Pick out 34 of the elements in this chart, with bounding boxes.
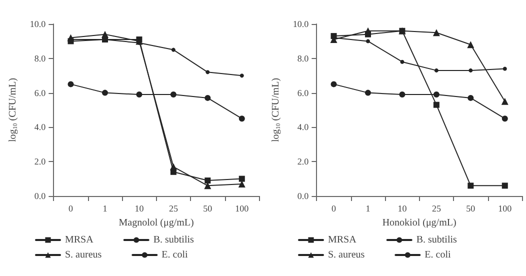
legend-label: MRSA	[65, 234, 94, 246]
x-tick-label: 10	[398, 204, 408, 214]
x-tick-label: 25	[168, 204, 178, 214]
y-tick-label: 0.0	[34, 191, 46, 201]
x-tick-label: 10	[134, 204, 144, 214]
y-tick-label: 6.0	[297, 88, 310, 98]
y-tick-label: 4.0	[34, 122, 46, 132]
y-tick-label: 0.0	[297, 191, 310, 201]
legend-label: B. subtilis	[153, 234, 194, 246]
legend-label: E. coli	[424, 250, 451, 260]
x-tick-label: 100	[498, 204, 512, 214]
x-tick-label: 100	[235, 204, 250, 214]
y-tick-label: 10.0	[30, 19, 46, 29]
legend-label: S. aureus	[328, 250, 365, 260]
y-tick-label: 8.0	[34, 53, 46, 64]
x-tick-label: 1	[366, 204, 370, 214]
x-tick-label: 1	[102, 204, 108, 214]
y-tick-label: 6.0	[34, 88, 46, 98]
x-axis-title: Magnolol (μg/mL)	[118, 218, 194, 228]
legend-label: S. aureus	[65, 250, 102, 260]
y-tick-label: 4.0	[297, 122, 310, 132]
legend-label: MRSA	[328, 234, 358, 246]
x-tick-label: 25	[432, 204, 442, 214]
y-tick-label: 2.0	[34, 156, 46, 167]
y-tick-label: 2.0	[297, 156, 310, 167]
legend-label: B. subtilis	[416, 234, 458, 246]
x-tick-label: 50	[203, 204, 213, 214]
x-tick-label: 0	[68, 204, 74, 214]
x-axis-title: Honokiol (μg/mL)	[382, 218, 456, 228]
legend-label: E. coli	[162, 250, 188, 260]
x-tick-label: 50	[466, 204, 476, 214]
y-tick-label: 10.0	[292, 19, 310, 29]
x-tick-label: 0	[332, 204, 337, 214]
y-tick-label: 8.0	[297, 53, 310, 64]
